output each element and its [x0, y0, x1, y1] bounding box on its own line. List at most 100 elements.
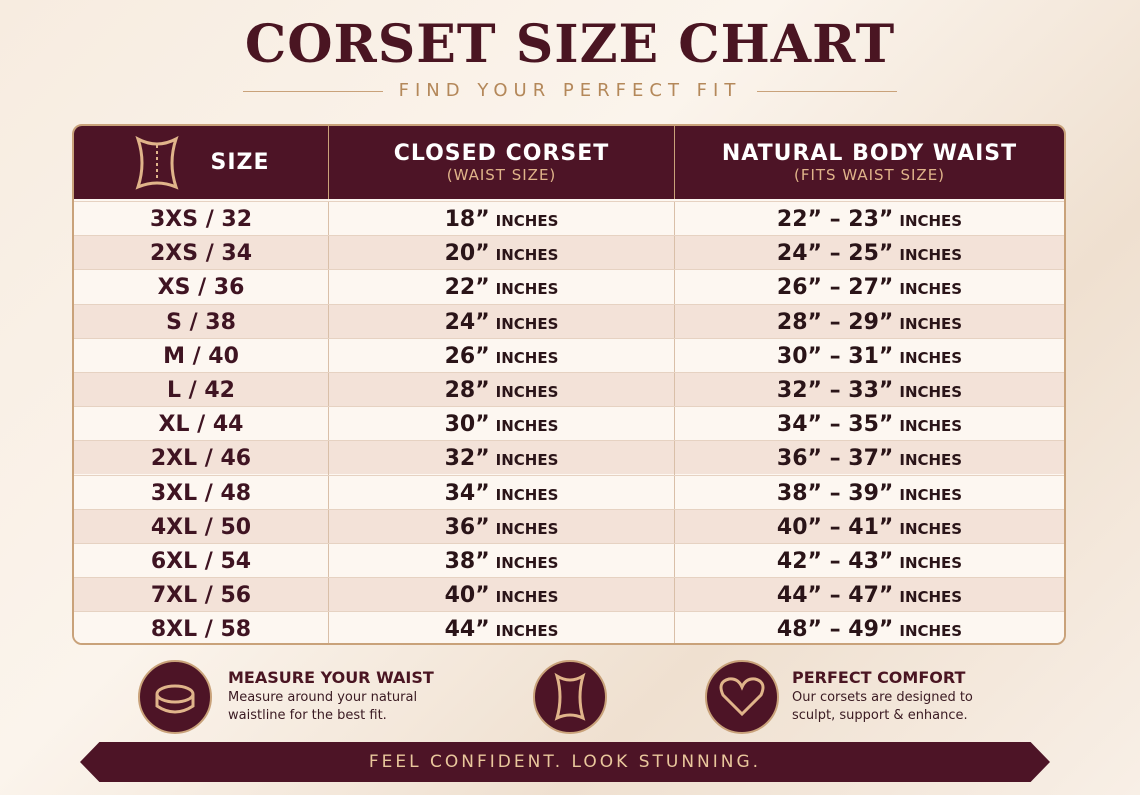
table-cell: 44” INCHES: [329, 612, 675, 643]
table-cell: 44” – 47” INCHES: [675, 578, 1064, 612]
tape-icon: [138, 660, 212, 734]
table-cell: 28” INCHES: [329, 373, 675, 407]
table-cell: 26” INCHES: [329, 338, 675, 373]
table-cell: 7XL / 56: [74, 578, 329, 613]
table-header: SIZE CLOSED CORSET (WAIST SIZE) NATURAL B…: [74, 126, 1064, 199]
cell-unit: INCHES: [495, 383, 559, 401]
cell-value: 22” – 23”: [776, 207, 894, 232]
table-row: S / 38 24” INCHES 28” – 29” INCHES: [74, 303, 1064, 339]
table-cell: 2XS / 34: [74, 236, 329, 271]
table-cell: 3XL / 48: [74, 475, 329, 510]
rule: [757, 91, 897, 92]
table-cell: 3XS / 32: [74, 202, 329, 236]
table-cell: 30” INCHES: [329, 407, 675, 442]
cell-unit: INCHES: [899, 383, 963, 401]
table-row: XS / 36 22” INCHES 26” – 27” INCHES: [74, 269, 1064, 305]
cell-unit: INCHES: [899, 246, 963, 265]
corset-icon: [135, 135, 180, 190]
cell-unit: INCHES: [495, 451, 559, 470]
cell-unit: INCHES: [899, 280, 963, 299]
cell-value: 34” – 35”: [776, 412, 894, 438]
cell-unit: INCHES: [495, 348, 559, 367]
header-subtext: (FITS WAIST SIZE): [793, 166, 946, 184]
table-cell: 34” – 35” INCHES: [675, 407, 1064, 441]
cell-value: 38” – 39”: [776, 480, 894, 506]
table-cell: 40” INCHES: [329, 578, 675, 613]
banner: FEEL CONFIDENT. LOOK STUNNING.: [80, 742, 1050, 782]
cell-value: 26” – 27”: [776, 275, 894, 301]
tip-text: Our corsets are designed to sculpt, supp…: [792, 690, 973, 723]
cell-value: 40”: [444, 583, 490, 609]
table-cell: 32” INCHES: [329, 441, 675, 476]
tip-title: PERFECT COMFORT: [792, 668, 966, 687]
cell-unit: INCHES: [899, 554, 963, 572]
table-cell: 34” INCHES: [329, 475, 675, 510]
table-cell: 24” INCHES: [329, 304, 675, 339]
table-cell: 28” – 29” INCHES: [675, 305, 1064, 339]
cell-unit: INCHES: [495, 588, 559, 607]
table-cell: 38” INCHES: [329, 544, 675, 578]
table-cell: 32” – 33” INCHES: [675, 373, 1064, 407]
tip-title: MEASURE YOUR WAIST: [228, 668, 434, 687]
cell-value: 34”: [444, 480, 490, 506]
cell-value: 28”: [444, 378, 490, 403]
table-cell: 40” – 41” INCHES: [675, 510, 1064, 544]
cell-value: 48” – 49”: [776, 617, 894, 643]
table-cell: L / 42: [74, 373, 329, 407]
table-row: M / 40 26” INCHES 30” – 31” INCHES: [74, 337, 1064, 373]
cell-unit: INCHES: [495, 554, 559, 572]
table-row: 8XL / 58 44” INCHES 48” – 49” INCHES: [74, 611, 1064, 643]
cell-value: 30”: [444, 412, 490, 438]
table-cell: 22” – 23” INCHES: [675, 202, 1064, 236]
table-cell: 38” – 39” INCHES: [675, 476, 1064, 510]
cell-unit: INCHES: [899, 212, 963, 230]
table-cell: 2XL / 46: [74, 441, 329, 476]
cell-unit: INCHES: [495, 622, 559, 641]
table-cell: 18” INCHES: [329, 202, 675, 236]
cell-unit: INCHES: [495, 246, 559, 265]
table-cell: 22” INCHES: [329, 270, 675, 305]
table-row: 2XS / 34 20” INCHES 24” – 25” INCHES: [74, 235, 1064, 271]
table-row: XL / 44 30” INCHES 34” – 35” INCHES: [74, 406, 1064, 442]
cell-unit: INCHES: [495, 417, 559, 436]
table-cell: S / 38: [74, 304, 329, 339]
cell-value: 28” – 29”: [776, 309, 894, 335]
cell-value: 32”: [444, 446, 490, 472]
header-text: CLOSED CORSET: [393, 141, 610, 166]
cell-value: 38”: [444, 549, 490, 574]
table-cell: 4XL / 50: [74, 509, 329, 544]
cell-unit: INCHES: [899, 519, 963, 538]
table-cell: 26” – 27” INCHES: [675, 270, 1064, 304]
table-cell: M / 40: [74, 338, 329, 373]
cell-value: 18”: [444, 207, 490, 232]
table-cell: 6XL / 54: [74, 544, 329, 578]
header-cell: NATURAL BODY WAIST (FITS WAIST SIZE): [675, 126, 1064, 199]
cell-value: 20”: [444, 241, 490, 267]
cell-value: 26”: [444, 343, 490, 369]
table-cell: 30” – 31” INCHES: [675, 339, 1064, 373]
rule: [243, 91, 383, 92]
title: CORSET SIZE CHART: [244, 14, 896, 75]
table-cell: 24” – 25” INCHES: [675, 236, 1064, 270]
table-row: 4XL / 50 36” INCHES 40” – 41” INCHES: [74, 508, 1064, 544]
cell-value: 40” – 41”: [776, 514, 894, 540]
cell-unit: INCHES: [899, 348, 963, 367]
cell-unit: INCHES: [899, 451, 963, 470]
cell-value: 24”: [444, 309, 490, 335]
table-cell: 36” – 37” INCHES: [675, 441, 1064, 475]
header-cell: CLOSED CORSET (WAIST SIZE): [329, 126, 675, 199]
cell-value: 30” – 31”: [776, 343, 894, 369]
cell-value: 36”: [444, 514, 490, 540]
subtitle: FIND YOUR PERFECT FIT: [398, 80, 742, 101]
table-cell: 42” – 43” INCHES: [675, 544, 1064, 578]
cell-unit: INCHES: [899, 314, 963, 333]
table-row: 3XL / 48 34” INCHES 38” – 39” INCHES: [74, 474, 1064, 510]
table-cell: XS / 36: [74, 270, 329, 305]
table-row: L / 42 28” INCHES 32” – 33” INCHES: [74, 372, 1064, 407]
header-cell: SIZE: [74, 126, 329, 199]
cell-value: 32” – 33”: [776, 378, 894, 403]
table-row: 2XL / 46 32” INCHES 36” – 37” INCHES: [74, 440, 1064, 476]
cell-value: 36” – 37”: [776, 446, 894, 472]
cell-value: 42” – 43”: [776, 549, 894, 574]
